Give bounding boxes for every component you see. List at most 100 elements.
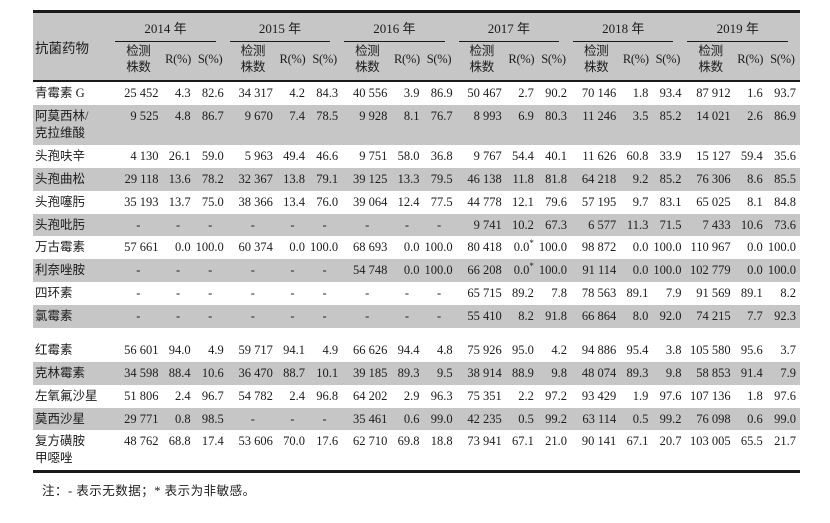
drug-name: 阿莫西林/ 克拉维酸: [33, 105, 114, 145]
subheader-s-2017: S(%): [535, 42, 572, 83]
year-label: 2017 年: [458, 17, 560, 42]
value-count-2014: 4 130: [113, 144, 164, 168]
value-count-2018: 90 141: [571, 430, 622, 472]
drug-row: 克林霉素 34 598 88.4 10.6 36 470 88.7 10.1 39 185 89…: [33, 361, 800, 385]
drug-name: 青霉素 G: [33, 81, 114, 106]
value-r-2015: -: [277, 305, 308, 328]
drug-row: 头孢曲松 29 118 13.6 78.2 32 367 13.8 79.1 39 125 13…: [33, 167, 800, 191]
drug-row: 氯霉素 - - - - - - - - -55 410 8.2 91.8 66 864 8.0 92.0 74…: [33, 305, 800, 328]
value-r-2015: -: [277, 259, 308, 283]
value-s-2016: 18.8: [421, 430, 457, 472]
value-count-2018: 6 577: [571, 213, 622, 237]
value-count-2018: 94 886: [571, 338, 622, 362]
value-count-2014: 51 806: [113, 384, 164, 408]
value-s-2014: 82.6: [192, 81, 228, 106]
value-r-2017: 95.0: [506, 338, 536, 362]
value-s-2014: 86.7: [192, 105, 228, 145]
value-r-2016: 94.4: [392, 338, 422, 362]
value-r-2014: 94.0: [163, 338, 193, 362]
value-count-2017: 44 778: [456, 190, 507, 214]
value-r-2018: 67.1: [621, 430, 651, 472]
value-s-2015: 96.8: [307, 384, 343, 408]
value-count-2017: 65 715: [456, 282, 507, 305]
value-count-2017: 42 235: [456, 407, 507, 431]
drug-name: 万古霉素: [33, 236, 114, 260]
year-label: 2019 年: [687, 17, 788, 42]
value-s-2019: 85.5: [764, 167, 800, 191]
value-s-2016: 76.7: [421, 105, 457, 145]
value-s-2018: 20.7: [650, 430, 686, 472]
value-count-2018: 98 872: [571, 236, 622, 260]
value-s-2017: 90.2: [535, 81, 572, 106]
subheader-s-2014: S(%): [192, 42, 228, 83]
value-count-2018: 57 195: [571, 190, 622, 214]
value-s-2018: 100.0: [650, 236, 686, 260]
value-count-2015: -: [227, 282, 278, 305]
subheader-row: 检测 株数 R(%) S(%) 检测 株数 R(%) S(%) 检测 株数 R(%) S(%) 检…: [33, 42, 800, 83]
value-s-2015: 84.3: [307, 81, 343, 106]
drug-row: 阿莫西林/ 克拉维酸 9 525 4.8 86.7 9 670 7.4 78.5 9 928 8…: [33, 105, 800, 145]
value-s-2014: 96.7: [192, 384, 228, 408]
year-label: 2015 年: [229, 17, 331, 42]
value-r-2014: 4.3: [163, 81, 193, 106]
value-count-2017: 38 914: [456, 361, 507, 385]
value-count-2015: -: [227, 407, 278, 431]
value-r-2015: 94.1: [277, 338, 308, 362]
subheader-count-2019: 检测 株数: [685, 42, 736, 83]
value-s-2016: 9.5: [421, 361, 457, 385]
year-header-2017: 2017 年: [456, 11, 572, 42]
value-s-2017: 100.0: [535, 236, 572, 260]
value-s-2014: 4.9: [192, 338, 228, 362]
subheader-r-2016: R(%): [392, 42, 422, 83]
value-r-2019: 10.6: [735, 213, 765, 237]
value-count-2014: 35 193: [113, 190, 164, 214]
drug-row: 万古霉素 57 661 0.0 100.0 60 374 0.0 100.0 68 693 0.…: [33, 236, 800, 260]
value-s-2017: 91.8: [535, 305, 572, 328]
value-r-2019: 65.5: [735, 430, 765, 472]
value-r-2018: 3.5: [621, 105, 651, 145]
value-s-2016: 36.8: [421, 144, 457, 168]
drug-row: 头孢噻肟 35 193 13.7 75.0 38 366 13.4 76.0 39 064 12…: [33, 190, 800, 214]
subheader-count-2018: 检测 株数: [571, 42, 622, 83]
value-count-2019: 74 215: [685, 305, 736, 328]
value-count-2015: -: [227, 213, 278, 237]
value-r-2017: 11.8: [506, 167, 536, 191]
value-s-2018: 85.2: [650, 105, 686, 145]
value-s-2015: -: [307, 259, 343, 283]
value-count-2018: 11 626: [571, 144, 622, 168]
value-r-2019: 89.1: [735, 282, 765, 305]
drug-name: 头孢噻肟: [33, 190, 114, 214]
value-r-2016: 89.3: [392, 361, 422, 385]
value-s-2019: 8.2: [764, 282, 800, 305]
value-s-2015: 78.5: [307, 105, 343, 145]
drug-name: 头孢呋辛: [33, 144, 114, 168]
value-count-2017: 75 351: [456, 384, 507, 408]
drug-name: 克林霉素: [33, 361, 114, 385]
value-s-2019: 84.8: [764, 190, 800, 214]
value-s-2019: 35.6: [764, 144, 800, 168]
value-r-2016: 0.0: [392, 259, 422, 283]
value-s-2016: 79.5: [421, 167, 457, 191]
year-header-2016: 2016 年: [342, 11, 457, 42]
subheader-s-2015: S(%): [307, 42, 343, 83]
value-s-2018: 100.0: [650, 259, 686, 283]
subheader-count-2017: 检测 株数: [456, 42, 507, 83]
value-count-2018: 11 246: [571, 105, 622, 145]
subheader-s-2016: S(%): [421, 42, 457, 83]
value-r-2018: 1.9: [621, 384, 651, 408]
drug-row: 左氧氟沙星 51 806 2.4 96.7 54 782 2.4 96.8 64 202 2.9…: [33, 384, 800, 408]
value-r-2016: 0.0: [392, 236, 422, 260]
value-s-2014: 59.0: [192, 144, 228, 168]
value-s-2017: 100.0: [535, 259, 572, 283]
drug-name: 复方磺胺 甲噁唑: [33, 430, 114, 472]
value-s-2016: 86.9: [421, 81, 457, 106]
value-count-2015: 36 470: [227, 361, 278, 385]
value-s-2017: 99.2: [535, 407, 572, 431]
value-s-2019: 92.3: [764, 305, 800, 328]
footnote: 注：- 表示无数据；* 表示为非敏感。: [42, 484, 256, 499]
value-s-2014: -: [192, 259, 228, 283]
value-count-2014: 29 118: [113, 167, 164, 191]
value-count-2016: 62 710: [342, 430, 393, 472]
value-s-2016: 96.3: [421, 384, 457, 408]
value-r-2015: 88.7: [277, 361, 308, 385]
